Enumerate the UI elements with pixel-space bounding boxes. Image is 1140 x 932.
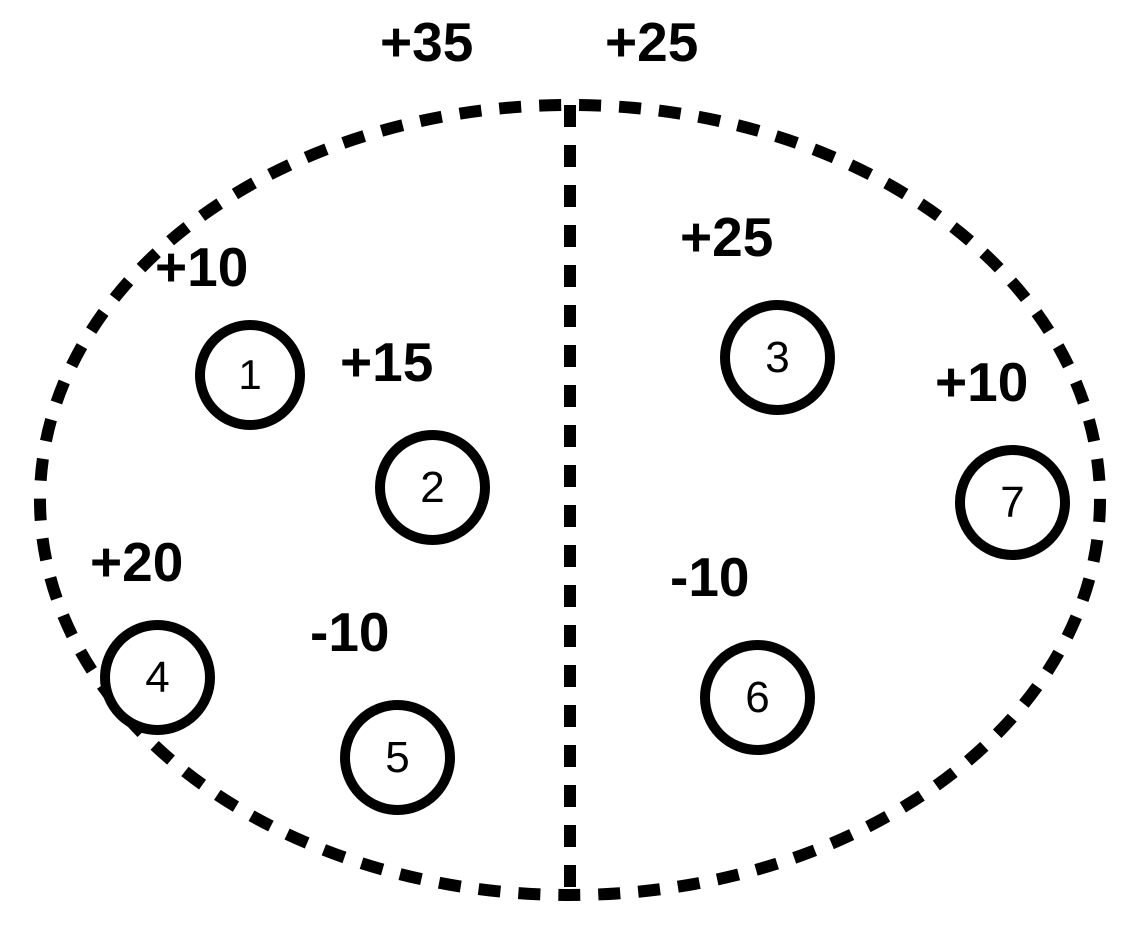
node-id-2: 2 <box>420 463 444 513</box>
node-circle-1: 1 <box>195 320 305 430</box>
node-circle-4: 4 <box>100 620 215 735</box>
node-circle-7: 7 <box>955 445 1070 560</box>
node-value-5: -10 <box>310 600 390 664</box>
node-id-6: 6 <box>745 673 769 723</box>
node-circle-5: 5 <box>340 700 455 815</box>
node-id-3: 3 <box>765 333 789 383</box>
node-value-4: +20 <box>90 530 183 594</box>
node-id-5: 5 <box>385 733 409 783</box>
node-circle-2: 2 <box>375 430 490 545</box>
node-value-1: +10 <box>155 235 248 299</box>
region-label-left-text: +35 <box>380 11 473 73</box>
node-id-7: 7 <box>1000 478 1024 528</box>
node-value-7: +10 <box>935 350 1028 414</box>
node-value-6: -10 <box>670 545 750 609</box>
region-label-left: +35 <box>380 10 473 74</box>
node-value-2: +15 <box>340 330 433 394</box>
outer-ellipse <box>40 105 1100 895</box>
node-circle-3: 3 <box>720 300 835 415</box>
diagram-container: +35 +25 1 +10 2 +15 3 +25 4 +20 5 -10 6 -10 7 +10 <box>0 0 1140 932</box>
node-id-1: 1 <box>238 351 261 399</box>
region-label-right: +25 <box>605 10 698 74</box>
node-id-4: 4 <box>145 653 169 703</box>
node-value-3: +25 <box>680 205 773 269</box>
node-circle-6: 6 <box>700 640 815 755</box>
region-label-right-text: +25 <box>605 11 698 73</box>
